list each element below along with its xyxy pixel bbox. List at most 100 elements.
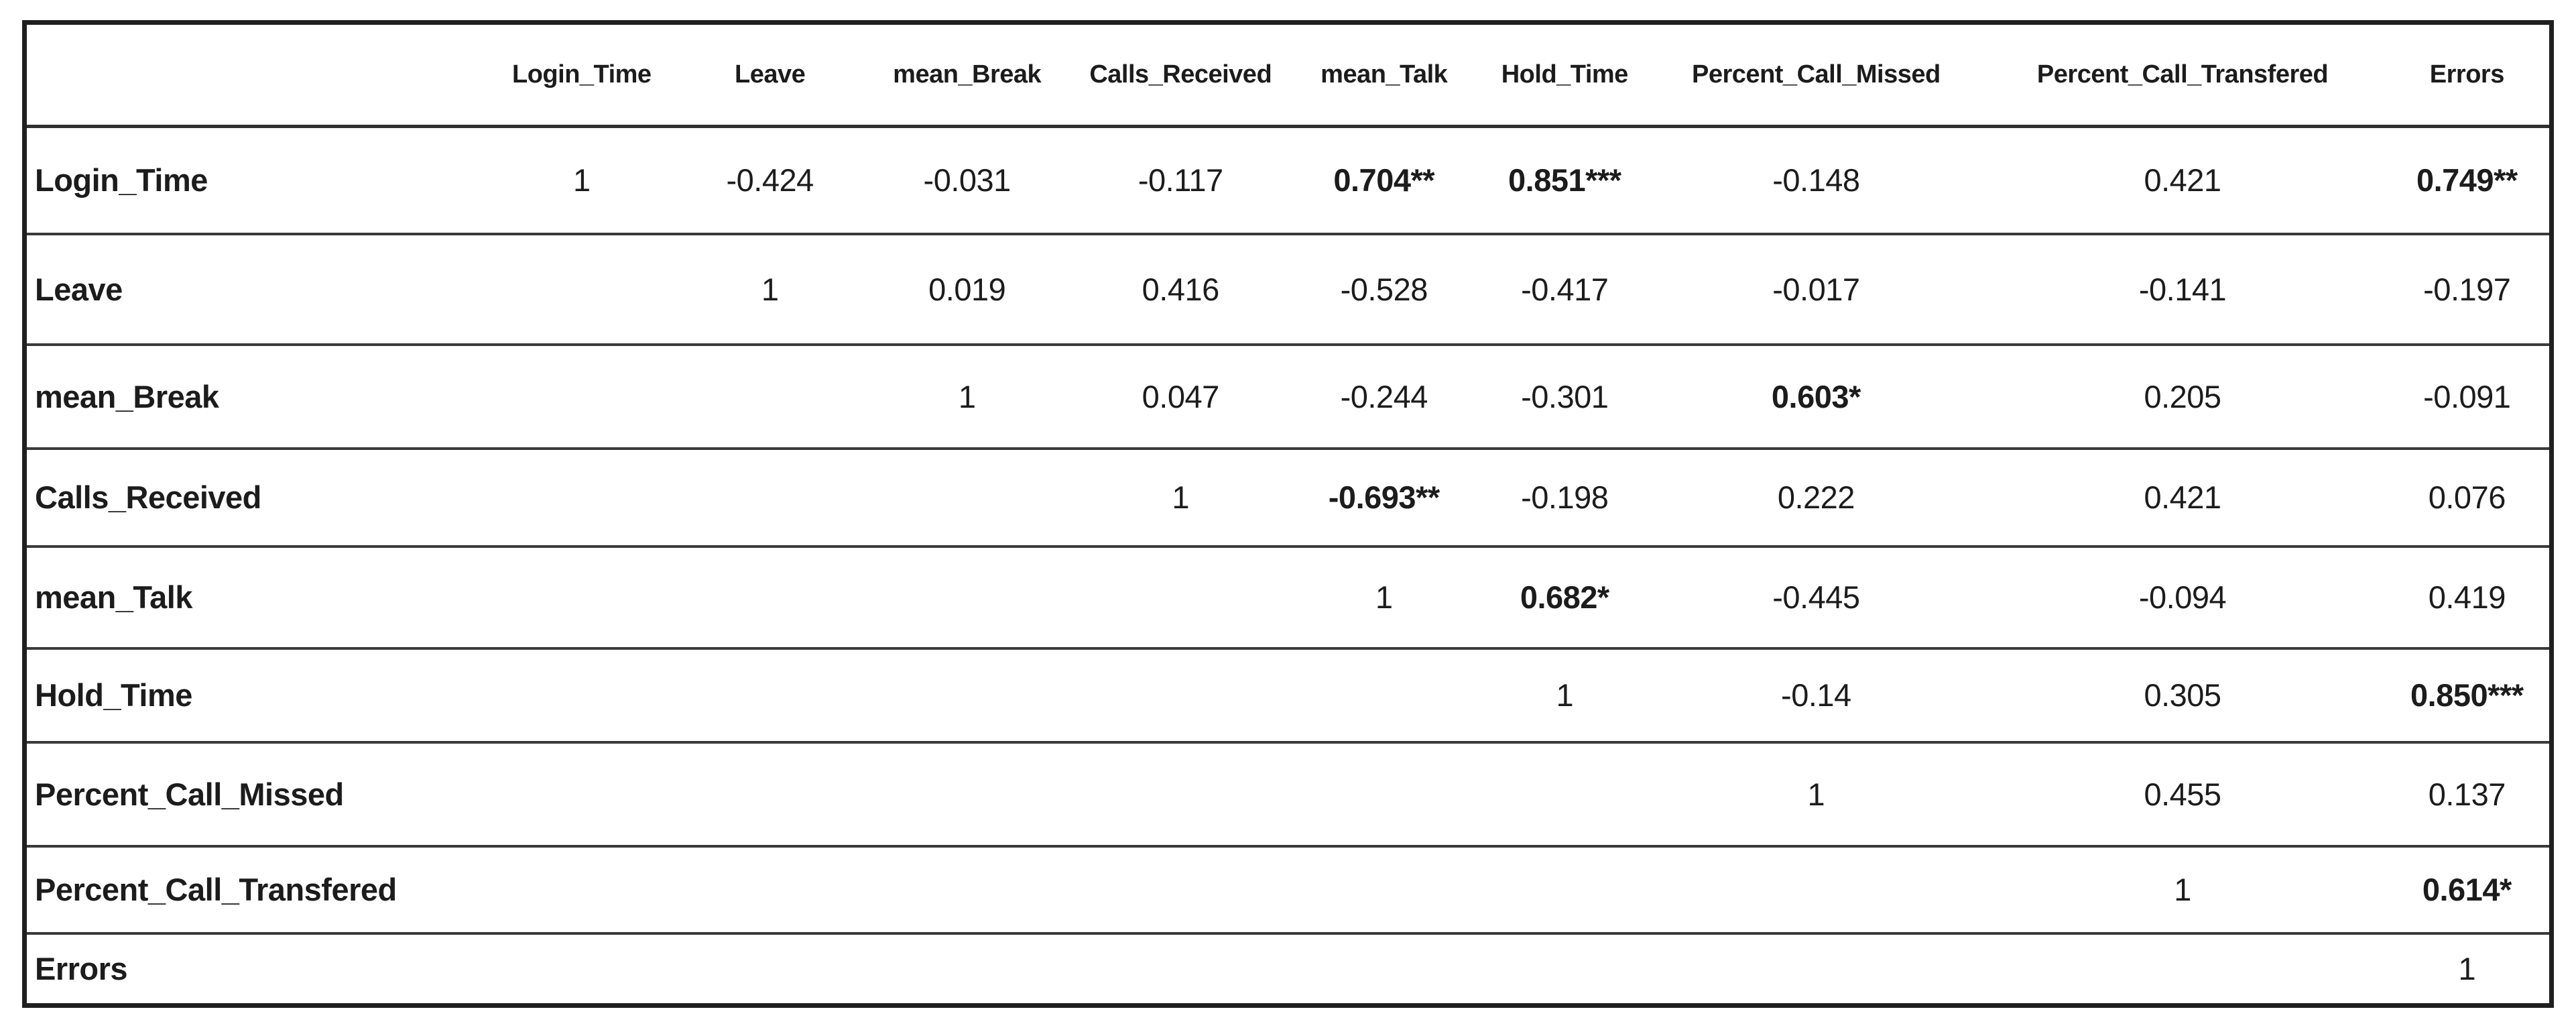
column-header: mean_Talk bbox=[1321, 60, 1448, 89]
row-label: mean_Talk bbox=[35, 579, 192, 615]
empty-cell bbox=[1652, 933, 1980, 1006]
value-cell: 1 bbox=[1556, 677, 1574, 713]
column-header: Hold_Time bbox=[1501, 60, 1629, 89]
empty-cell bbox=[863, 547, 1070, 648]
value-cell: -0.14 bbox=[1781, 677, 1851, 713]
table-row: Leave 1 0.019 0.416 -0.528 -0.417 -0.017 -0.141… bbox=[24, 234, 2552, 345]
empty-cell bbox=[487, 345, 676, 449]
empty-cell bbox=[676, 742, 863, 846]
column-header: Errors bbox=[2429, 60, 2505, 89]
value-cell: 0.614* bbox=[2422, 872, 2512, 907]
row-label: Errors bbox=[35, 951, 128, 987]
value-cell: 1 bbox=[1172, 479, 1190, 515]
column-header: Login_Time bbox=[512, 60, 652, 89]
value-cell: 1 bbox=[1807, 776, 1825, 812]
empty-cell bbox=[863, 449, 1070, 547]
empty-cell bbox=[1290, 846, 1477, 933]
empty-cell bbox=[863, 648, 1070, 742]
value-cell: -0.693** bbox=[1328, 479, 1440, 515]
value-cell: 1 bbox=[2174, 872, 2191, 907]
empty-cell bbox=[676, 648, 863, 742]
empty-cell bbox=[1652, 846, 1980, 933]
value-cell: 1 bbox=[958, 378, 976, 414]
empty-cell bbox=[863, 933, 1070, 1006]
empty-cell bbox=[487, 547, 676, 648]
table-row: Percent_Call_Missed 1 0.455 0.137 bbox=[24, 742, 2552, 846]
empty-cell bbox=[487, 742, 676, 846]
value-cell: 0.850*** bbox=[2410, 677, 2524, 713]
empty-cell bbox=[863, 742, 1070, 846]
empty-cell bbox=[1070, 933, 1290, 1006]
empty-cell bbox=[863, 846, 1070, 933]
empty-cell bbox=[1290, 648, 1477, 742]
value-cell: 0.603* bbox=[1771, 378, 1861, 414]
value-cell: 0.851*** bbox=[1508, 162, 1621, 198]
value-cell: 0.019 bbox=[928, 271, 1006, 307]
empty-cell bbox=[1477, 742, 1652, 846]
value-cell: 0.421 bbox=[2144, 479, 2221, 515]
empty-cell bbox=[1290, 742, 1477, 846]
empty-cell bbox=[1477, 846, 1652, 933]
empty-cell bbox=[487, 648, 676, 742]
empty-cell bbox=[1477, 933, 1652, 1006]
correlation-table: Login_Time Leave mean_Break Calls_Received m… bbox=[22, 20, 2554, 1008]
row-label: Leave bbox=[35, 271, 123, 307]
value-cell: 0.076 bbox=[2428, 479, 2506, 515]
column-header: Leave bbox=[735, 60, 806, 89]
value-cell: 0.749** bbox=[2416, 162, 2518, 198]
value-cell: 0.421 bbox=[2144, 162, 2221, 198]
empty-cell bbox=[676, 547, 863, 648]
value-cell: -0.528 bbox=[1340, 271, 1428, 307]
value-cell: 1 bbox=[1375, 579, 1393, 615]
row-label: Login_Time bbox=[35, 162, 208, 198]
value-cell: 0.137 bbox=[2428, 776, 2506, 812]
column-header: Calls_Received bbox=[1089, 60, 1272, 89]
table-row: mean_Break 1 0.047 -0.244 -0.301 0.603* 0.205 -… bbox=[24, 345, 2552, 449]
empty-cell bbox=[1980, 933, 2384, 1006]
value-cell: 0.416 bbox=[1142, 271, 1220, 307]
value-cell: 1 bbox=[2458, 951, 2476, 987]
row-label: Calls_Received bbox=[35, 479, 261, 515]
empty-cell bbox=[676, 345, 863, 449]
value-cell: -0.244 bbox=[1340, 378, 1428, 414]
row-label: Hold_Time bbox=[35, 677, 192, 713]
table-row: Percent_Call_Transfered 1 0.614* bbox=[24, 846, 2552, 933]
table-row: mean_Talk 1 0.682* -0.445 -0.094 0.419 bbox=[24, 547, 2552, 648]
header-row: Login_Time Leave mean_Break Calls_Received m… bbox=[24, 23, 2552, 127]
table-row: Login_Time 1 -0.424 -0.031 -0.117 0.704** 0.85… bbox=[24, 127, 2552, 234]
empty-cell bbox=[487, 933, 676, 1006]
value-cell: 0.305 bbox=[2144, 677, 2221, 713]
empty-cell bbox=[1290, 933, 1477, 1006]
empty-cell bbox=[487, 449, 676, 547]
value-cell: 0.682* bbox=[1520, 579, 1609, 615]
column-header: mean_Break bbox=[893, 60, 1042, 89]
value-cell: -0.117 bbox=[1138, 162, 1223, 198]
table-row: Errors 1 bbox=[25, 933, 2552, 1006]
corner-cell bbox=[25, 23, 487, 127]
row-label: Percent_Call_Transfered bbox=[35, 872, 397, 907]
empty-cell bbox=[676, 449, 863, 547]
column-header: Percent_Call_Missed bbox=[1692, 60, 1941, 89]
value-cell: -0.031 bbox=[923, 162, 1011, 198]
value-cell: -0.094 bbox=[2138, 579, 2227, 615]
empty-cell bbox=[1070, 742, 1290, 846]
table-row: Hold_Time 1 -0.14 0.305 0.850*** bbox=[24, 648, 2552, 742]
row-label: mean_Break bbox=[35, 378, 219, 414]
column-header: Percent_Call_Transfered bbox=[2036, 60, 2329, 89]
value-cell: -0.148 bbox=[1772, 162, 1860, 198]
value-cell: -0.445 bbox=[1772, 579, 1860, 615]
value-cell: 0.205 bbox=[2144, 378, 2221, 414]
value-cell: -0.198 bbox=[1521, 479, 1609, 515]
value-cell: -0.091 bbox=[2423, 378, 2511, 414]
table-header: Login_Time Leave mean_Break Calls_Received m… bbox=[24, 23, 2552, 127]
value-cell: 1 bbox=[572, 162, 591, 198]
empty-cell bbox=[1070, 648, 1290, 742]
empty-cell bbox=[676, 933, 863, 1006]
value-cell: -0.197 bbox=[2423, 271, 2511, 307]
value-cell: 0.704** bbox=[1333, 162, 1435, 198]
empty-cell bbox=[487, 846, 676, 933]
value-cell: -0.141 bbox=[2138, 271, 2227, 307]
value-cell: 0.222 bbox=[1777, 479, 1855, 515]
empty-cell bbox=[1070, 547, 1290, 648]
